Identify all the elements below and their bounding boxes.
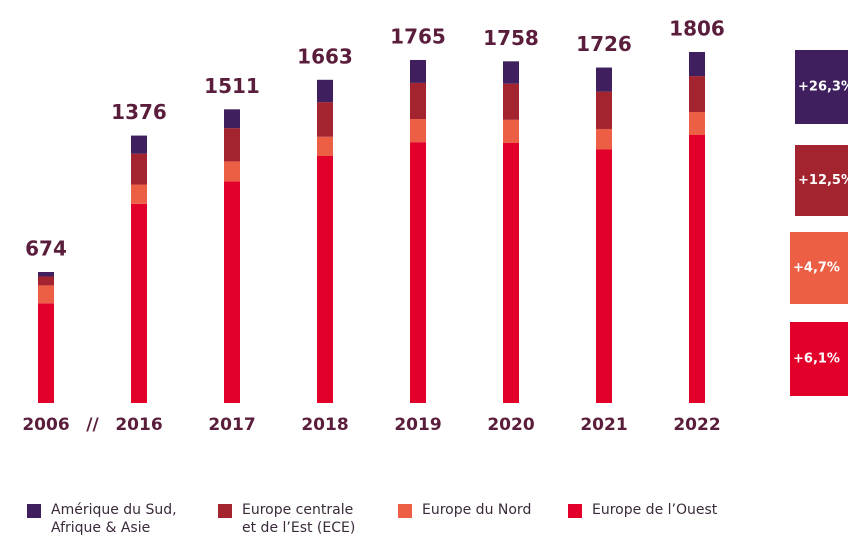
legend-swatch [27,504,41,518]
bar-segment [38,285,54,304]
legend-item: Europe de l’Ouest [568,501,717,519]
legend-label: Europe du Nord [422,502,532,518]
legend-item: Europe du Nord [398,501,531,519]
bar-segment [224,109,240,129]
change-label: +26,3% [798,80,848,95]
total-label: 1376 [111,100,167,124]
legend-swatch [398,504,412,518]
change-label: +6,1% [793,352,840,367]
change-box [790,232,848,304]
bar-segment [503,119,519,143]
total-label: 1663 [297,44,353,68]
change-box [790,322,848,396]
bar-segment [317,136,333,156]
x-tick-label: 2006 [22,415,69,435]
bar-segment [38,276,54,286]
axis-break: // [86,415,99,435]
total-label: 1726 [576,32,632,56]
total-label: 674 [25,237,67,261]
bar-segment [596,128,612,150]
bar-segment [689,52,705,77]
bar-segment [317,155,333,403]
change-label: +4,7% [793,261,840,276]
bar-segment [596,91,612,129]
legend-label: Amérique du Sud, Afrique & Asie [51,502,177,536]
legend-label: Europe centrale et de l’Est (ECE) [242,502,356,536]
x-tick-label: 2017 [208,415,255,435]
bar-segment [131,203,147,403]
bar-segment [503,142,519,403]
x-tick-label: 2022 [673,415,720,435]
bar-segment [410,82,426,120]
x-tick-label: 2019 [394,415,441,435]
bar-segment [38,303,54,403]
bar-segment [689,134,705,403]
chart: 674 2006 1376 2016 1511 2017 1663 2018 1765 2019 1… [22,17,848,435]
x-tick-label: 2018 [301,415,348,435]
x-tick-label: 2016 [115,415,162,435]
bar-segment [503,83,519,120]
bar-segment [131,153,147,185]
bar-segment [317,79,333,103]
legend-swatch [568,504,582,518]
bar-segment [596,67,612,92]
bar-segment [410,119,426,143]
bar-segment [131,184,147,204]
total-label: 1511 [204,74,260,98]
change-box [795,50,848,124]
bar-segment [224,181,240,403]
change-label: +12,5% [798,173,848,188]
x-tick-label: 2020 [487,415,534,435]
legend-label: Europe de l’Ouest [592,502,718,518]
total-label: 1758 [483,26,539,50]
legend: Amérique du Sud, Afrique & Asie Europe ce… [0,501,848,540]
bar-segment [131,135,147,154]
legend-item: Amérique du Sud, Afrique & Asie [27,501,177,537]
bar-segment [317,102,333,137]
bar-segment [38,272,54,277]
legend-swatch [218,504,232,518]
bar-segment [596,149,612,403]
total-label: 1806 [669,17,725,41]
bar-segment [689,76,705,113]
bar-segment [689,112,705,135]
bar-segment [224,161,240,182]
bar-segment [224,128,240,162]
bar-segment [410,142,426,404]
bar-segment [503,61,519,84]
bar-segment [410,59,426,83]
x-tick-label: 2021 [580,415,627,435]
change-box [795,145,848,216]
legend-item: Europe centrale et de l’Est (ECE) [218,501,355,537]
total-label: 1765 [390,24,446,48]
